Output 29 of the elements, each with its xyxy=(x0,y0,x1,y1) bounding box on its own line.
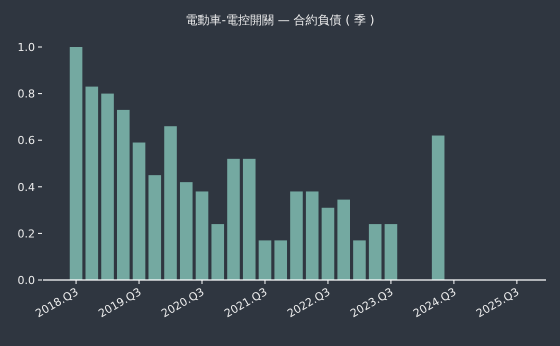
bar xyxy=(180,182,193,280)
y-tick-label: 0.0 xyxy=(18,274,35,287)
bar xyxy=(164,126,177,280)
bar xyxy=(258,240,272,280)
bar xyxy=(322,208,334,280)
bar xyxy=(132,142,146,280)
bar xyxy=(306,191,319,280)
y-tick-label: 0.8 xyxy=(18,88,35,101)
bar xyxy=(101,94,114,280)
bar xyxy=(384,224,398,280)
bar xyxy=(196,191,208,280)
bar xyxy=(116,110,130,280)
bar xyxy=(353,240,366,280)
y-tick-label: 0.2 xyxy=(18,227,35,240)
y-tick-label: 1.0 xyxy=(18,41,35,54)
bar xyxy=(337,200,350,280)
bar xyxy=(148,175,162,280)
bar xyxy=(274,240,288,280)
y-tick-label: 0.4 xyxy=(18,180,35,194)
bar xyxy=(227,158,240,280)
bar xyxy=(86,86,98,280)
bar xyxy=(368,224,382,280)
bar xyxy=(70,47,82,280)
chart-title: 電動車-電控開關 — 合約負債 ( 季 ) xyxy=(186,13,374,27)
bar xyxy=(242,158,256,280)
bar xyxy=(432,136,444,280)
bar xyxy=(211,224,224,280)
y-tick-label: 0.6 xyxy=(18,134,35,148)
bar xyxy=(290,191,303,280)
